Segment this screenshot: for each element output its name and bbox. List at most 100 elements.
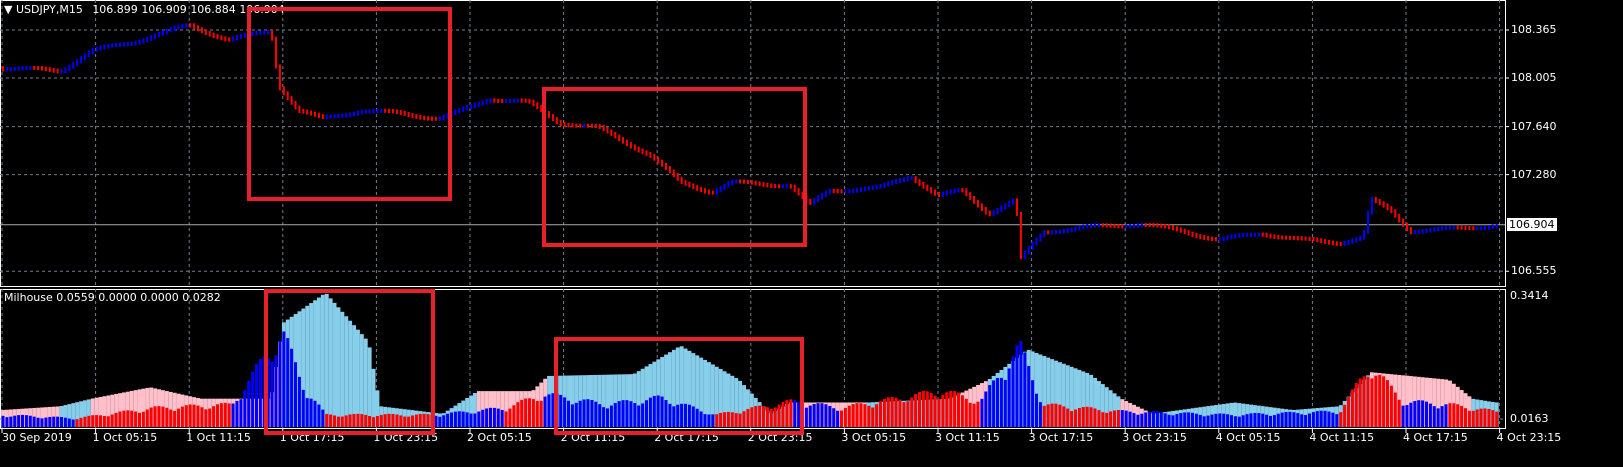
signal-bar bbox=[1116, 409, 1120, 427]
signal-bar bbox=[372, 417, 375, 427]
signal-bar bbox=[1152, 411, 1155, 427]
signal-bar bbox=[625, 400, 629, 427]
signal-bar bbox=[1089, 407, 1093, 427]
signal-bar bbox=[1386, 380, 1389, 427]
envelope-bar bbox=[1432, 378, 1437, 427]
signal-bar bbox=[1304, 415, 1308, 427]
envelope-bar bbox=[597, 374, 602, 427]
signal-bar bbox=[590, 399, 594, 427]
signal-bar bbox=[1237, 416, 1241, 427]
signal-bar bbox=[1409, 402, 1413, 427]
signal-bar bbox=[1335, 414, 1339, 427]
signal-bar bbox=[1491, 410, 1495, 427]
envelope-bar bbox=[1061, 363, 1066, 427]
signal-bar bbox=[313, 400, 317, 427]
signal-bar bbox=[1253, 412, 1257, 427]
envelope-bar bbox=[141, 388, 146, 427]
signal-bar bbox=[1105, 412, 1109, 427]
signal-bar bbox=[1198, 414, 1202, 427]
signal-bar bbox=[563, 397, 567, 427]
symbol-header[interactable]: ▼ USDJPY,M15 106.899 106.909 106.884 106… bbox=[4, 3, 285, 16]
envelope-bar bbox=[703, 359, 707, 427]
signal-bar bbox=[910, 397, 914, 427]
envelope-bar bbox=[1089, 374, 1094, 427]
time-axis-label: 1 Oct 05:15 bbox=[92, 431, 158, 444]
envelope-bar bbox=[133, 390, 138, 427]
signal-bar bbox=[379, 414, 383, 427]
signal-bar bbox=[477, 411, 481, 427]
low-value: 106.884 bbox=[190, 3, 236, 16]
signal-bar bbox=[1187, 412, 1191, 427]
signal-bar bbox=[949, 390, 953, 427]
signal-bar bbox=[1109, 411, 1113, 427]
signal-bar bbox=[122, 410, 126, 427]
signal-bar bbox=[633, 403, 637, 427]
envelope-bar bbox=[1046, 357, 1051, 427]
signal-bar bbox=[777, 404, 781, 427]
signal-bar bbox=[535, 400, 539, 427]
signal-bar bbox=[1054, 403, 1058, 427]
envelope-bar bbox=[129, 390, 134, 427]
envelope-bar bbox=[40, 407, 44, 427]
price-axis-label: 108.365 bbox=[1511, 23, 1557, 36]
signal-bar bbox=[520, 399, 524, 427]
signal-bar bbox=[161, 406, 165, 427]
signal-bar bbox=[165, 407, 169, 427]
signal-bar bbox=[957, 392, 960, 427]
signal-bar bbox=[906, 401, 910, 427]
signal-bar bbox=[294, 362, 297, 427]
envelope-bar bbox=[367, 347, 372, 427]
signal-bar bbox=[574, 402, 578, 427]
envelope-bar bbox=[313, 300, 317, 427]
signal-bar bbox=[551, 393, 555, 427]
high-value: 106.909 bbox=[141, 3, 187, 16]
signal-bar bbox=[617, 401, 621, 427]
envelope-bar bbox=[1108, 390, 1113, 427]
signal-bar bbox=[648, 397, 652, 427]
envelope-bar bbox=[317, 297, 321, 427]
signal-bar bbox=[1319, 410, 1323, 427]
signal-bar bbox=[422, 413, 426, 427]
current-price-label: 106.904 bbox=[1507, 217, 1557, 231]
envelope-bar bbox=[1085, 372, 1090, 427]
signal-bar bbox=[629, 401, 633, 427]
signal-bar bbox=[863, 404, 867, 427]
signal-bar bbox=[134, 411, 138, 427]
envelope-bar bbox=[1241, 403, 1246, 427]
signal-bar bbox=[1194, 413, 1198, 427]
signal-bar bbox=[391, 413, 395, 427]
envelope-bar bbox=[629, 374, 633, 427]
envelope-bar bbox=[652, 361, 657, 427]
signal-bar bbox=[547, 394, 551, 427]
envelope-bar bbox=[110, 394, 115, 427]
signal-bar bbox=[387, 413, 391, 427]
signal-bar bbox=[918, 391, 921, 427]
signal-bar bbox=[1440, 406, 1444, 427]
collapse-triangle-icon[interactable]: ▼ bbox=[4, 3, 13, 16]
signal-bar bbox=[512, 405, 516, 427]
signal-bar bbox=[980, 398, 984, 427]
envelope-bar bbox=[59, 406, 64, 427]
signal-bar bbox=[1366, 376, 1370, 427]
envelope-bar bbox=[1077, 369, 1082, 427]
signal-bar bbox=[130, 410, 134, 427]
signal-bar bbox=[641, 403, 645, 427]
signal-bar bbox=[840, 410, 843, 427]
envelope-bar bbox=[168, 391, 173, 427]
signal-bar bbox=[446, 413, 450, 427]
signal-bar bbox=[1495, 411, 1499, 427]
indicator-name: Milhouse bbox=[4, 291, 53, 304]
signal-bar bbox=[758, 405, 762, 427]
signal-bar bbox=[812, 404, 816, 427]
signal-bar bbox=[317, 404, 321, 427]
envelope-bar bbox=[1081, 371, 1086, 427]
time-axis-label: 4 Oct 17:15 bbox=[1403, 431, 1468, 444]
envelope-bar bbox=[1050, 359, 1055, 427]
signal-bar bbox=[1358, 378, 1362, 427]
signal-bar bbox=[204, 409, 208, 427]
signal-bar bbox=[988, 385, 992, 427]
signal-bar bbox=[138, 412, 141, 427]
signal-bar bbox=[1323, 410, 1327, 427]
envelope-bar bbox=[500, 391, 505, 427]
signal-bar bbox=[539, 400, 543, 427]
